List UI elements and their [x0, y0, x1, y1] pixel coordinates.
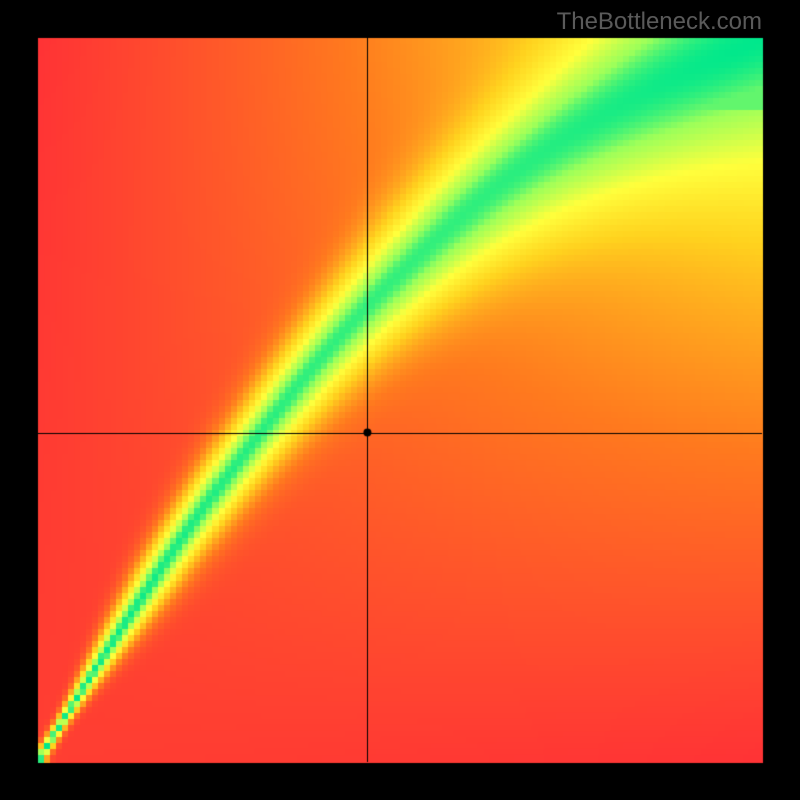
- attribution-text: TheBottleneck.com: [557, 8, 762, 36]
- chart-container: TheBottleneck.com: [0, 0, 800, 800]
- bottleneck-heatmap: [0, 0, 800, 800]
